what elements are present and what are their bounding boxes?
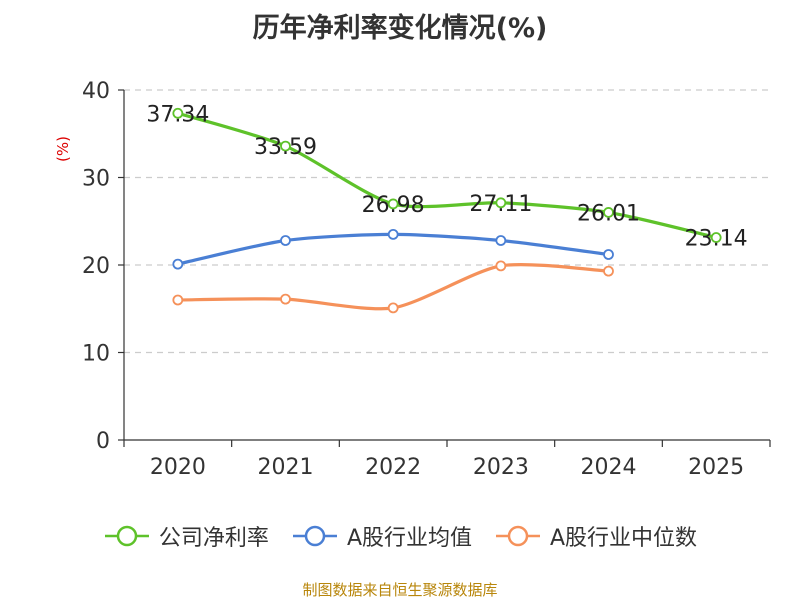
y-tick-label: 40 (82, 79, 110, 104)
data-label: 33.59 (254, 135, 317, 160)
series-line-2 (176, 263, 611, 311)
series-1-point (280, 235, 291, 246)
legend-item-1[interactable]: A股行业均值 (291, 520, 472, 552)
legend-marker-icon (292, 525, 337, 547)
series-0-point (280, 140, 291, 152)
data-label: 23.14 (685, 227, 748, 252)
x-tick-label: 2022 (365, 455, 421, 480)
legend-label: A股行业均值 (346, 526, 472, 551)
data-label: 26.01 (577, 201, 640, 226)
data-label: 27.11 (469, 192, 532, 217)
legend-item-0[interactable]: 公司净利率 (103, 520, 269, 552)
series-1-point (172, 258, 184, 270)
series-0-point (603, 207, 614, 218)
chart-title: 历年净利率变化情况(%) (252, 13, 548, 44)
series-line-0 (176, 111, 718, 240)
data-label: 26.98 (362, 193, 425, 218)
y-tick-label: 10 (82, 342, 110, 367)
y-tick-label: 30 (82, 167, 110, 192)
series-1-point (387, 228, 399, 240)
series-2-point (387, 302, 399, 314)
x-tick-label: 2023 (473, 455, 529, 480)
series-0-point (710, 232, 722, 243)
series-0-point (495, 197, 507, 209)
x-tick-label: 2025 (688, 455, 744, 480)
legend-label: 公司净利率 (158, 526, 269, 551)
series-2-point (280, 293, 291, 305)
y-tick-label: 0 (96, 429, 110, 454)
legend: 公司净利率 A股行业均值 A股行业中位数 (0, 520, 800, 552)
series-0-point (387, 198, 399, 210)
legend-label: A股行业中位数 (550, 526, 698, 551)
x-tick-label: 2021 (258, 455, 314, 480)
x-tick-label: 2024 (581, 455, 637, 480)
legend-item-2[interactable]: A股行业中位数 (494, 520, 697, 552)
y-tick-label: 20 (82, 254, 110, 279)
legend-marker-icon (104, 525, 149, 547)
series-2-point (495, 260, 507, 272)
data-label: 37.34 (146, 102, 209, 127)
legend-marker-icon (496, 525, 540, 547)
series-2-point (172, 294, 184, 306)
series-2-point (603, 265, 614, 277)
series-1-point (603, 249, 614, 260)
series-1-point (495, 235, 507, 246)
series-0-point (172, 107, 184, 119)
x-tick-label: 2020 (150, 455, 206, 480)
source-footer: 制图数据来自恒生聚源数据库 (302, 581, 498, 599)
